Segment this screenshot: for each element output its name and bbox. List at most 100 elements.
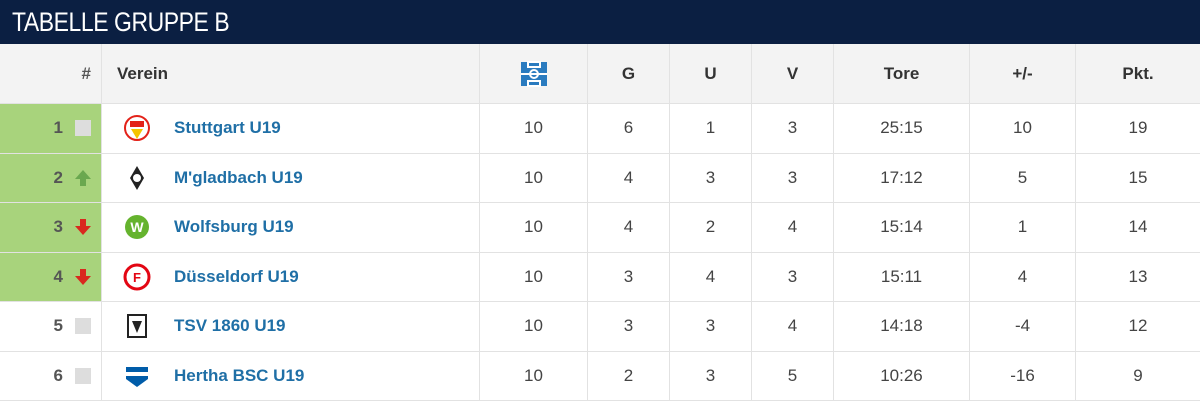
col-header: Pkt. (1122, 63, 1154, 83)
points: 12 (1128, 316, 1148, 336)
col-header: G (588, 44, 670, 103)
svg-text:F: F (133, 270, 141, 285)
trend-icon (75, 219, 91, 236)
rank: 2 (53, 167, 63, 187)
rank: 3 (53, 217, 63, 237)
rank-cell: 3 (0, 203, 102, 252)
team-link[interactable]: Düsseldorf U19 (174, 266, 299, 286)
wins: 2 (588, 351, 670, 400)
goal-diff: -4 (970, 302, 1076, 351)
games: 10 (480, 351, 588, 400)
team-cell: F Düsseldorf U19 (102, 252, 480, 301)
goals: 14:18 (834, 302, 970, 351)
team-cell: TSV 1860 U19 (102, 302, 480, 351)
losses: 5 (752, 351, 834, 400)
games: 10 (480, 302, 588, 351)
losses: 4 (752, 302, 834, 351)
draws: 3 (670, 351, 752, 400)
table-row: 2 M'gladbach U19 10 4 3 3 17:12 5 15 (0, 153, 1200, 203)
goal-diff: -16 (970, 351, 1076, 400)
trend-icon (75, 367, 91, 384)
goal-diff: 4 (970, 252, 1076, 301)
draws: 3 (670, 302, 752, 351)
rank-cell: 1 (0, 104, 102, 153)
wins: 3 (588, 252, 670, 301)
goal-diff: 1 (970, 203, 1076, 252)
table-row: 3 W Wolfsburg U19 10 4 2 4 15:14 1 14 (0, 203, 1200, 253)
standings-table: # Verein G U V Tore +/- Pkt. 1 Stuttgart … (0, 44, 1200, 401)
col-header: Tore (834, 44, 970, 103)
goals: 15:14 (834, 203, 970, 252)
goals: 17:12 (834, 153, 970, 202)
team-link[interactable]: Hertha BSC U19 (174, 365, 305, 385)
wins: 4 (588, 203, 670, 252)
col-header: V (752, 44, 834, 103)
rank: 5 (53, 316, 63, 336)
wins: 6 (588, 104, 670, 153)
rank-cell: 6 (0, 351, 102, 400)
losses: 4 (752, 203, 834, 252)
goals: 15:11 (834, 252, 970, 301)
trend-icon (75, 268, 91, 285)
points: 14 (1128, 217, 1148, 237)
club-logo (124, 115, 150, 142)
club-logo (127, 314, 147, 339)
wins: 3 (588, 302, 670, 351)
losses: 3 (752, 252, 834, 301)
points: 19 (1128, 118, 1148, 138)
games: 10 (480, 104, 588, 153)
svg-text:W: W (130, 219, 144, 235)
draws: 1 (670, 104, 752, 153)
team-link[interactable]: Stuttgart U19 (174, 118, 281, 138)
rank-cell: 5 (0, 302, 102, 351)
trend-icon (75, 120, 91, 137)
games: 10 (480, 252, 588, 301)
team-link[interactable]: TSV 1860 U19 (174, 316, 286, 336)
trend-icon (75, 318, 91, 335)
rank: 6 (53, 365, 63, 385)
col-header-icon (480, 44, 588, 103)
rank-cell: 4 (0, 252, 102, 301)
trend-icon (75, 169, 91, 186)
wins: 4 (588, 153, 670, 202)
pitch-icon (520, 60, 547, 87)
points: 13 (1128, 266, 1148, 286)
table-row: 1 Stuttgart U19 10 6 1 3 25:15 10 19 (0, 104, 1200, 154)
losses: 3 (752, 104, 834, 153)
col-header: U (670, 44, 752, 103)
goal-diff: 5 (970, 153, 1076, 202)
rank: 4 (53, 266, 63, 286)
goals: 10:26 (834, 351, 970, 400)
title-bar: TABELLE GRUPPE B (0, 0, 1200, 44)
draws: 4 (670, 252, 752, 301)
table-row: 6 Hertha BSC U19 10 2 3 5 10:26 -16 9 (0, 351, 1200, 401)
team-cell: W Wolfsburg U19 (102, 203, 480, 252)
rank-cell: 2 (0, 153, 102, 202)
team-cell: Hertha BSC U19 (102, 351, 480, 400)
draws: 2 (670, 203, 752, 252)
losses: 3 (752, 153, 834, 202)
games: 10 (480, 153, 588, 202)
team-cell: M'gladbach U19 (102, 153, 480, 202)
goals: 25:15 (834, 104, 970, 153)
table-row: 5 TSV 1860 U19 10 3 3 4 14:18 -4 12 (0, 302, 1200, 352)
table-row: 4 F Düsseldorf U19 10 3 4 3 15:11 4 13 (0, 252, 1200, 302)
header-row: # Verein G U V Tore +/- Pkt. (0, 44, 1200, 104)
team-link[interactable]: M'gladbach U19 (174, 167, 303, 187)
club-logo: W (125, 215, 149, 240)
points: 15 (1128, 167, 1148, 187)
club-logo (130, 165, 144, 190)
points: 9 (1133, 365, 1143, 385)
team-link[interactable]: Wolfsburg U19 (174, 217, 294, 237)
goal-diff: 10 (970, 104, 1076, 153)
club-logo: F (123, 263, 151, 291)
club-logo (126, 366, 148, 387)
col-header: # (0, 44, 102, 103)
col-header: Verein (102, 44, 480, 103)
draws: 3 (670, 153, 752, 202)
col-header: +/- (970, 44, 1076, 103)
title: TABELLE GRUPPE B (12, 7, 230, 37)
rank: 1 (53, 118, 63, 138)
